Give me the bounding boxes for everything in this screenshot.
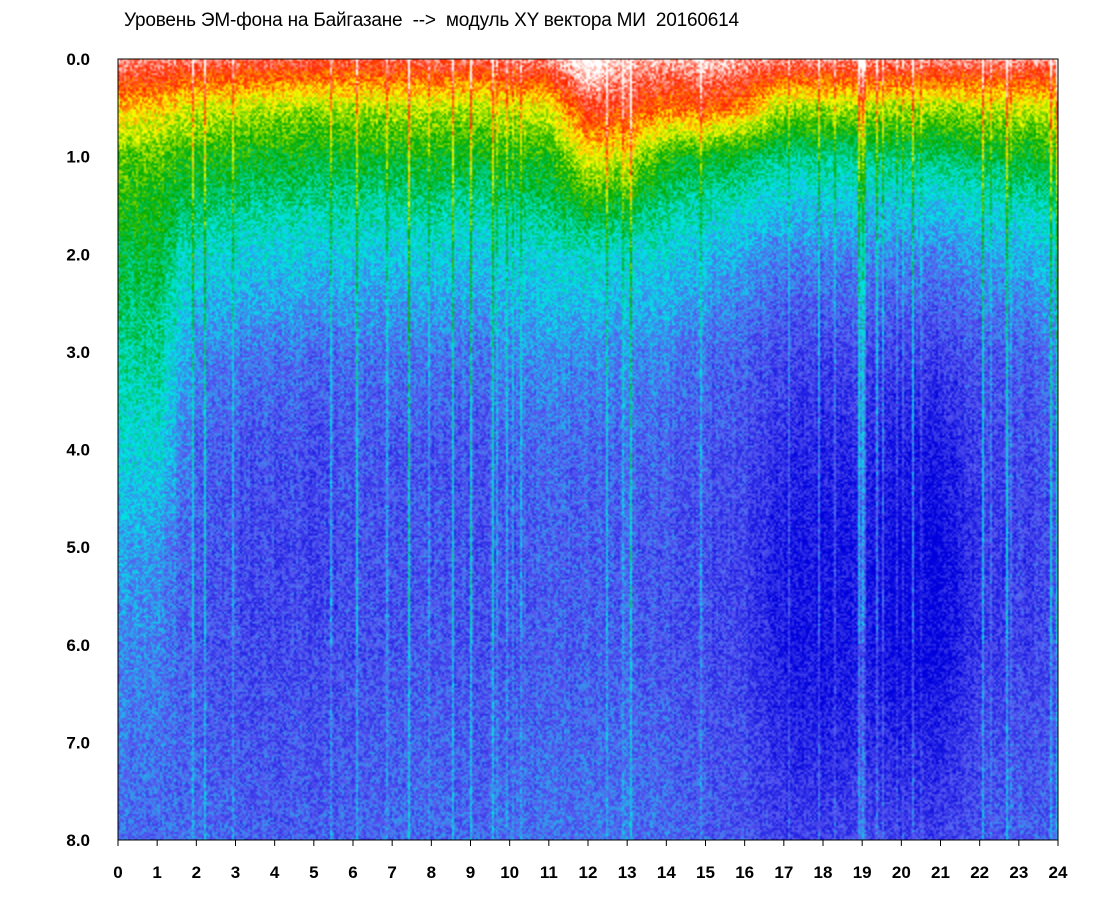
x-tick-label: 22: [970, 863, 989, 882]
y-tick-label: 1.0: [66, 148, 90, 167]
y-tick-label: 5.0: [66, 538, 90, 557]
x-axis: 0 1 2 3 4 5 6 7 8 9 10 11 12 13 14 15 16 17 18 19 20 21 22 23 24: [113, 840, 1068, 882]
y-axis: 0.0 1.0 2.0 3.0 4.0 5.0 6.0 7.0 8.0: [66, 50, 90, 850]
x-tick-label: 10: [500, 863, 519, 882]
x-tick-label: 1: [152, 863, 161, 882]
x-tick-label: 13: [618, 863, 637, 882]
y-tick-label: 6.0: [66, 636, 90, 655]
heatmap-image: [118, 59, 1058, 840]
x-tick-label: 6: [348, 863, 357, 882]
x-tick-label: 2: [192, 863, 201, 882]
x-tick-label: 20: [892, 863, 911, 882]
x-tick-label: 16: [735, 863, 754, 882]
plot-area: [117, 58, 1059, 841]
x-tick-label: 5: [309, 863, 318, 882]
x-tick-label: 7: [387, 863, 396, 882]
x-tick-label: 19: [853, 863, 872, 882]
y-tick-label: 2.0: [66, 245, 90, 264]
x-tick-label: 21: [931, 863, 950, 882]
x-tick-label: 4: [270, 863, 280, 882]
x-tick-label: 0: [113, 863, 122, 882]
y-tick-label: 8.0: [66, 831, 90, 850]
x-tick-label: 15: [696, 863, 715, 882]
x-tick-label: 18: [814, 863, 833, 882]
x-tick-label: 8: [427, 863, 436, 882]
x-tick-label: 24: [1049, 863, 1068, 882]
x-tick-label: 3: [231, 863, 240, 882]
y-tick-label: 3.0: [66, 343, 90, 362]
x-tick-label: 17: [774, 863, 793, 882]
x-tick-label: 11: [540, 863, 558, 882]
x-tick-label: 9: [466, 863, 475, 882]
chart-title: Уровень ЭМ-фона на Байгазане --> модуль …: [124, 10, 739, 31]
y-tick-label: 7.0: [66, 733, 90, 752]
y-tick-label: 4.0: [66, 441, 90, 460]
x-tick-label: 23: [1009, 863, 1028, 882]
y-tick-label: 0.0: [66, 50, 90, 69]
x-tick-label: 14: [657, 863, 676, 882]
x-tick-label: 12: [579, 863, 598, 882]
